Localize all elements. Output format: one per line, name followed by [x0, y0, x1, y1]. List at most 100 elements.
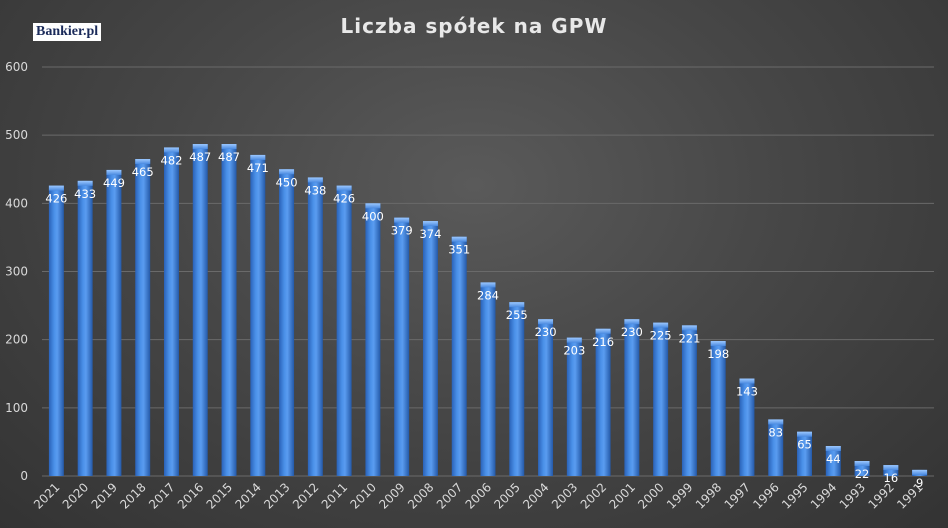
y-tick-label: 100 [5, 401, 28, 415]
bar [710, 341, 726, 476]
x-tick-label: 2018 [117, 480, 148, 511]
bar [825, 446, 841, 476]
x-tick-label: 1999 [664, 480, 695, 511]
data-label: 230 [621, 325, 643, 339]
bar-cap [883, 465, 899, 471]
y-axis: 0 100 200 300 400 500 600 [5, 60, 28, 483]
bar-cap [739, 378, 755, 384]
y-tick-label: 400 [5, 196, 28, 210]
data-label: 471 [247, 161, 269, 175]
x-tick-label: 2001 [606, 480, 637, 511]
data-label: 225 [650, 329, 672, 343]
bar-cap [307, 177, 323, 183]
x-tick-label: 2014 [232, 480, 263, 511]
data-label: 284 [477, 288, 499, 302]
data-label: 438 [304, 183, 326, 197]
bar-cap [394, 217, 410, 223]
data-label: 450 [276, 175, 298, 189]
data-label: 9 [916, 476, 923, 490]
bar [422, 221, 438, 476]
bar [77, 180, 93, 477]
data-label: 379 [391, 224, 413, 238]
x-tick-label: 2003 [549, 480, 580, 511]
data-label: 216 [592, 335, 614, 349]
data-label: 487 [218, 150, 240, 164]
bar [250, 154, 266, 476]
bar-cap [48, 185, 64, 191]
bar-cap [221, 144, 237, 150]
bar-cap [164, 147, 179, 153]
bar [365, 203, 381, 477]
bars [48, 144, 928, 477]
x-tick-label: 1993 [837, 480, 868, 511]
bar [624, 319, 640, 476]
bar-cap [279, 169, 295, 175]
x-tick-label: 2009 [376, 480, 407, 511]
x-tick-label: 1996 [750, 480, 781, 511]
bar [451, 236, 467, 476]
bar [509, 302, 525, 476]
bar [595, 328, 611, 476]
bar [797, 431, 812, 476]
x-tick-label: 2005 [491, 480, 522, 511]
bar [307, 177, 323, 476]
bar [480, 282, 496, 476]
bar [394, 217, 410, 477]
bar [106, 169, 122, 476]
x-tick-label: 2004 [520, 480, 551, 511]
bar-cap [135, 159, 151, 165]
x-tick-label: 1994 [808, 480, 839, 511]
data-label: 487 [189, 150, 211, 164]
bar-cap [336, 185, 352, 191]
data-label: 426 [45, 192, 67, 206]
bar-cap [250, 154, 266, 160]
data-label: 203 [563, 344, 585, 358]
bar-cap [624, 319, 640, 325]
chart-title: Liczba spółek na GPW [340, 14, 608, 38]
bar [164, 147, 179, 477]
bar-cap [797, 431, 812, 437]
x-tick-label: 1998 [693, 480, 724, 511]
data-label: 230 [535, 325, 557, 339]
bar-cap [451, 236, 467, 242]
data-label: 400 [362, 209, 384, 223]
x-tick-label: 2021 [31, 480, 62, 511]
data-label: 22 [855, 467, 870, 481]
bar-cap [595, 328, 611, 334]
x-tick-label: 2015 [204, 480, 235, 511]
bar [768, 419, 784, 476]
data-label: 65 [797, 438, 812, 452]
data-label: 482 [161, 153, 183, 167]
bar [681, 325, 697, 476]
bar [221, 144, 237, 477]
bar-cap [825, 446, 841, 452]
bar [48, 185, 64, 477]
bar-cap [106, 169, 122, 175]
bar [135, 159, 151, 476]
y-tick-label: 300 [5, 265, 28, 279]
x-tick-label: 2011 [319, 480, 350, 511]
bar-cap [653, 322, 669, 328]
bar [653, 322, 669, 476]
bar-cap [710, 341, 726, 347]
bar [566, 337, 582, 476]
bar [538, 319, 554, 476]
x-tick-label: 2008 [405, 480, 436, 511]
bar [192, 144, 208, 477]
data-label: 44 [826, 452, 841, 466]
x-tick-label: 1995 [779, 480, 810, 511]
x-tick-label: 2000 [635, 480, 666, 511]
x-tick-label: 2012 [290, 480, 321, 511]
data-label: 221 [678, 331, 700, 345]
bar-cap [566, 337, 582, 343]
data-label: 16 [884, 471, 899, 485]
x-tick-label: 2020 [60, 480, 91, 511]
bar-cap [681, 325, 697, 331]
x-tick-label: 2019 [89, 480, 120, 511]
x-axis: 2021202020192018201720162015201420132012… [31, 480, 926, 511]
x-tick-label: 2013 [261, 480, 292, 511]
x-tick-label: 2016 [175, 480, 206, 511]
x-tick-label: 2006 [463, 480, 494, 511]
